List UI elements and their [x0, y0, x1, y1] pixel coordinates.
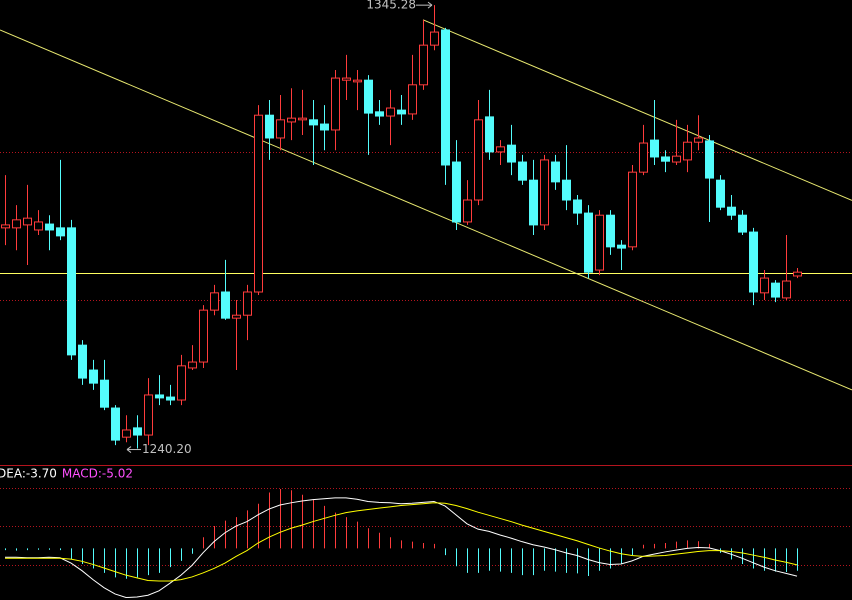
- candle-body: [331, 77, 340, 131]
- candle-body: [309, 119, 318, 126]
- candle-body: [155, 394, 164, 399]
- candle-body: [738, 214, 747, 233]
- candle-body: [177, 365, 186, 401]
- candle-body: [793, 271, 802, 277]
- annotation-arrowhead: [126, 446, 132, 453]
- candle-body: [595, 214, 604, 271]
- candle-body: [694, 137, 703, 143]
- candle-body: [276, 119, 285, 139]
- annotation-label: 1240.20: [142, 442, 192, 456]
- candle-body: [463, 199, 472, 223]
- candle-body: [287, 117, 296, 123]
- candle-body: [749, 231, 758, 293]
- candle-body: [705, 140, 714, 179]
- candle-body: [221, 291, 230, 319]
- candle-body: [1, 224, 10, 229]
- candle-body: [606, 214, 615, 248]
- candle-body: [210, 292, 219, 311]
- candle-body: [518, 161, 527, 181]
- candle-body: [727, 206, 736, 216]
- candle-body: [89, 369, 98, 384]
- candle-body: [243, 291, 252, 316]
- candle-body: [320, 123, 329, 131]
- candle-body: [419, 44, 428, 86]
- candle-body: [441, 29, 450, 166]
- candle-body: [232, 314, 241, 319]
- candle-body: [507, 144, 516, 163]
- candle-body: [298, 117, 307, 121]
- candle-body: [408, 84, 417, 115]
- candle-body: [144, 394, 153, 436]
- candle-body: [562, 179, 571, 201]
- indicator-label: DEA:-3.70: [0, 467, 57, 481]
- candle-body: [584, 212, 593, 273]
- candle-body: [254, 114, 263, 293]
- candle-body: [683, 141, 692, 161]
- candle-body: [782, 280, 791, 299]
- candle-body: [617, 244, 626, 249]
- candle-body: [672, 155, 681, 163]
- macd-line: [5, 497, 798, 599]
- annotation-arrowhead: [427, 1, 433, 9]
- trendline: [0, 29, 852, 391]
- trendline: [422, 19, 852, 201]
- candle-body: [397, 109, 406, 115]
- candle-body: [386, 107, 395, 117]
- candle-body: [122, 429, 131, 438]
- candle-body: [485, 116, 494, 153]
- candle-body: [628, 171, 637, 248]
- candle-body: [12, 219, 21, 229]
- candle-body: [375, 111, 384, 117]
- candle-body: [760, 277, 769, 294]
- candle-body: [353, 79, 362, 83]
- candle-body: [45, 223, 54, 231]
- candle-body: [364, 79, 373, 114]
- candle-body: [34, 221, 43, 231]
- candle-body: [716, 179, 725, 208]
- candle-body: [650, 139, 659, 158]
- candle-body: [342, 77, 351, 81]
- candle-body: [111, 407, 120, 441]
- macd-line: [5, 502, 798, 582]
- candle-body: [78, 344, 87, 379]
- candle-body: [573, 199, 582, 214]
- candle-body: [265, 114, 274, 139]
- candle-body: [166, 396, 175, 401]
- candle-body: [771, 282, 780, 298]
- candle-body: [188, 361, 197, 369]
- candle-body: [540, 159, 549, 226]
- candle-body: [23, 217, 32, 226]
- candle-body: [199, 309, 208, 363]
- candle-body: [67, 227, 76, 356]
- candle-body: [551, 161, 560, 183]
- candle-body: [430, 31, 439, 46]
- candle-body: [529, 179, 538, 226]
- annotation-label: 1345.28: [366, 0, 416, 12]
- candle-body: [56, 227, 65, 237]
- candle-body: [496, 146, 505, 153]
- candle-body: [133, 427, 142, 436]
- candle-body: [474, 119, 483, 201]
- candle-body: [452, 161, 461, 223]
- indicator-label: MACD:-5.02: [62, 467, 133, 481]
- candle-body: [661, 156, 670, 162]
- candle-body: [639, 142, 648, 173]
- candle-body: [100, 379, 109, 408]
